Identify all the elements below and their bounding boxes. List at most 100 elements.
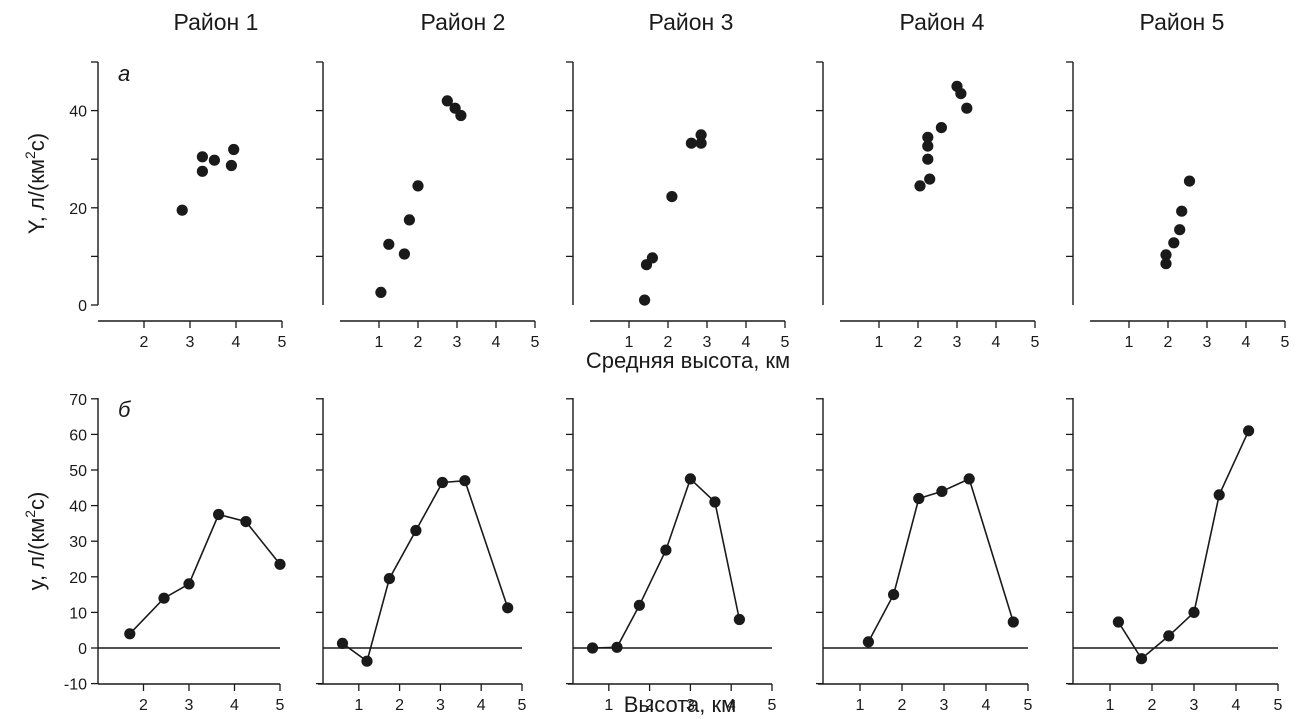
panel-6-x-tick-label: 3 [185, 697, 194, 714]
panel-6-x-tick-label: 2 [139, 697, 148, 714]
panel-6-data-point [158, 592, 170, 604]
panel-6-y-tick-label: 10 [69, 605, 87, 622]
panel-8-x-tick-label: 1 [604, 697, 613, 714]
panel-5-x-tick-label: 5 [1281, 334, 1290, 351]
panel-5-data-point [1176, 205, 1188, 217]
panel-9-data-point [862, 636, 875, 648]
panel-2-data-point [412, 180, 424, 192]
panel-3-x-tick-label: 1 [625, 334, 634, 351]
panel-6-y-tick-label: 0 [78, 641, 87, 658]
panel-8-data-point [684, 473, 697, 485]
panel-3-x-tick-label: 4 [742, 334, 751, 351]
panel-9-x-tick-label: 5 [1024, 697, 1033, 714]
panel-10-x-tick-label: 1 [1106, 697, 1115, 714]
panel-9-x-tick-label: 4 [982, 697, 991, 714]
panel-4-x-tick-label: 4 [992, 334, 1001, 351]
x-axis-label-top: Средняя высота, км [586, 348, 790, 373]
panel-6-x-tick-label: 5 [276, 697, 285, 714]
panel-9-data-point [936, 485, 948, 497]
panel-4-data-point [935, 122, 948, 134]
panel-6-data-point [183, 578, 195, 590]
panel-6-y-tick-label: 60 [69, 427, 87, 444]
panel-6-y-tick-label: 40 [69, 499, 87, 516]
panel-10-x-tick-label: 3 [1190, 697, 1199, 714]
panel-10-data-point [1135, 653, 1148, 665]
panel-1-row-letter: а [118, 61, 130, 86]
panel-3-data-point [639, 294, 651, 306]
panel-2-x-tick-label: 5 [531, 334, 540, 351]
panel-9-series-line [867, 477, 1015, 643]
panel-4-x-tick-label: 1 [875, 334, 884, 351]
panel-4-data-point [922, 131, 934, 143]
panel-2-data-point [383, 238, 395, 250]
panel-1-title: Район 1 [174, 9, 259, 35]
panel-7-x-tick-label: 4 [477, 697, 486, 714]
panel-4-data-point [924, 173, 936, 185]
panel-7-data-point [336, 637, 349, 650]
panel-2-data-point [403, 214, 415, 226]
panel-3-x-tick-label: 3 [703, 334, 712, 351]
panel-9-data-point [913, 492, 925, 505]
panel-2-x-tick-label: 4 [492, 334, 501, 351]
panel-8-x-tick-label: 2 [645, 697, 654, 714]
panel-8-data-point [660, 544, 672, 556]
panel-4-data-point [955, 88, 967, 100]
panel-1-x-tick-label: 2 [140, 334, 149, 351]
panel-1-data-point [228, 143, 240, 156]
panel-7-data-point [436, 476, 448, 489]
panel-10-data-point [1188, 606, 1200, 619]
panel-7-x-tick-label: 3 [436, 697, 445, 714]
panel-9-x-tick-label: 2 [898, 697, 907, 714]
panel-10-data-point [1213, 489, 1225, 501]
panel-2-data-point [455, 109, 467, 122]
panel-7-data-point [459, 475, 471, 487]
panel-1-data-point [176, 204, 188, 216]
panel-6-y-tick-label: -10 [64, 677, 87, 694]
panel-6-x-tick-label: 4 [230, 697, 239, 714]
panel-6-y-tick-label: 30 [69, 534, 87, 551]
panel-4-data-point [922, 153, 934, 165]
panel-8-data-point [733, 613, 746, 626]
panel-6-series-line [129, 513, 281, 635]
panel-7-x-tick-label: 2 [395, 697, 404, 714]
panel-6-y-tick-label: 50 [69, 463, 87, 480]
x-axis-label-bottom: Высота, км [624, 692, 737, 717]
panel-8-data-point [709, 496, 721, 508]
panel-3-data-point [685, 137, 698, 149]
panel-2-data-point [375, 286, 387, 298]
panel-2-x-tick-label: 3 [453, 334, 462, 351]
panel-1-data-point [208, 154, 220, 166]
panel-1-y-tick-label: 20 [69, 201, 87, 218]
panel-5-x-tick-label: 3 [1203, 334, 1212, 351]
panel-4-data-point [914, 180, 926, 192]
panel-3-data-point [695, 129, 707, 141]
panel-4-x-tick-label: 2 [914, 334, 923, 351]
panel-7-data-point [361, 655, 373, 667]
panel-1-x-tick-label: 5 [278, 334, 287, 351]
panel-1-x-tick-label: 3 [186, 334, 195, 351]
panel-8-data-point [633, 599, 646, 611]
panel-5-data-point [1160, 258, 1172, 270]
panel-10-data-point [1243, 425, 1255, 437]
panel-10-data-point [1163, 630, 1175, 642]
panel-5-data-point [1168, 237, 1180, 249]
panel-2-x-tick-label: 1 [375, 334, 384, 351]
panel-6-row-letter: б [118, 397, 132, 422]
panel-6-y-axis-label: y, л/(км2с) [22, 492, 49, 591]
panel-9-x-tick-label: 3 [940, 697, 949, 714]
panel-8-x-tick-label: 3 [686, 697, 695, 714]
panel-8-x-tick-label: 5 [768, 697, 777, 714]
panel-7-series-line [342, 479, 509, 663]
panel-5-data-point [1183, 175, 1196, 187]
panel-1-data-point [196, 151, 208, 163]
panel-7-x-tick-label: 1 [354, 697, 363, 714]
panel-1-y-axis-label: Y, л/(км2с) [22, 133, 49, 234]
panel-10-x-tick-label: 5 [1274, 697, 1283, 714]
panel-1-y-tick-label: 0 [78, 298, 87, 315]
panel-6-data-point [240, 516, 252, 528]
panel-4-data-point [922, 140, 934, 152]
panel-3-x-tick-label: 2 [664, 334, 673, 351]
panel-1-data-point [196, 165, 208, 177]
panel-2-x-tick-label: 2 [414, 334, 423, 351]
